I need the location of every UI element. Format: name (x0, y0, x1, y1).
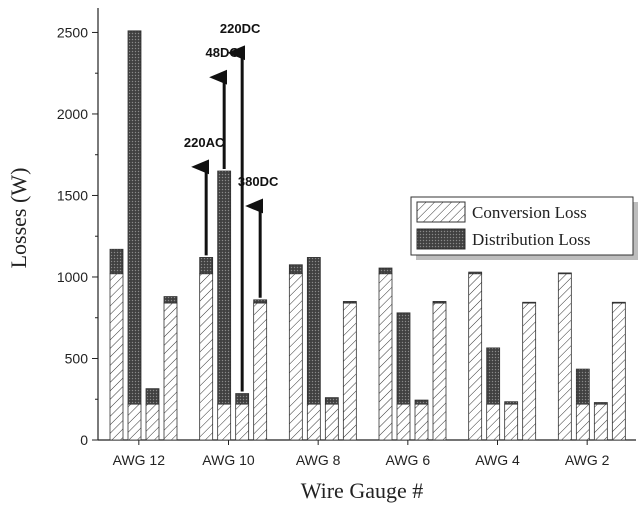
axes: 0 500 1000 1500 2000 2500 AWG 12 AWG 10 AWG 8 AWG… (57, 8, 636, 468)
x-axis-title: Wire Gauge # (301, 478, 424, 503)
x-tick-label: AWG 8 (296, 452, 341, 468)
bar-distribution-loss (253, 299, 268, 304)
y-axis-title: Losses (W) (6, 168, 31, 269)
x-tick-label: AWG 6 (386, 452, 431, 468)
bar-distribution-loss (306, 257, 321, 405)
bar-distribution-loss (468, 271, 483, 275)
bar-conversion-loss (593, 403, 608, 441)
bar-conversion-loss (468, 273, 483, 441)
bar-distribution-loss (575, 368, 590, 405)
bar-conversion-loss (522, 302, 537, 441)
y-tick-label: 500 (65, 350, 89, 366)
bar-distribution-loss (145, 388, 160, 405)
y-tick-label: 2000 (57, 106, 88, 122)
bar-distribution-loss (163, 296, 178, 304)
bar-distribution-loss (504, 401, 519, 405)
bar-conversion-loss (253, 302, 268, 441)
annotation-label: 220DC (220, 21, 261, 36)
x-tick-label: AWG 12 (113, 452, 166, 468)
y-tick-label: 1000 (57, 269, 88, 285)
y-tick-label: 2500 (57, 24, 88, 40)
legend-label-distribution: Distribution Loss (472, 230, 591, 249)
bar-distribution-loss (217, 170, 232, 405)
bar-conversion-loss (342, 302, 357, 441)
bar-conversion-loss (127, 403, 142, 441)
bar-conversion-loss (306, 403, 321, 441)
bar-distribution-loss (486, 347, 501, 405)
bar-distribution-loss (378, 267, 393, 275)
bar-distribution-loss (396, 312, 411, 405)
annotations: 220AC 48DC 220DC 380DC (184, 21, 279, 392)
bar-distribution-loss (611, 301, 626, 304)
bar-conversion-loss (504, 403, 519, 441)
legend: Conversion Loss Distribution Loss (410, 196, 638, 260)
bar-conversion-loss (145, 403, 160, 441)
bar-distribution-loss (324, 397, 339, 405)
bar-conversion-loss (575, 403, 590, 441)
bar-conversion-loss (324, 403, 339, 441)
bar-distribution-loss (235, 393, 250, 405)
bar-distribution-loss (522, 301, 537, 304)
bar-conversion-loss (432, 302, 447, 441)
bar-distribution-loss (593, 402, 608, 405)
bar-conversion-loss (288, 273, 303, 441)
bar-conversion-loss (217, 403, 232, 441)
bar-conversion-loss (414, 403, 429, 441)
bar-conversion-loss (611, 302, 626, 441)
bar-distribution-loss (414, 399, 429, 405)
bar-conversion-loss (396, 403, 411, 441)
bar-distribution-loss (342, 301, 357, 304)
annotation-label: 220AC (184, 135, 225, 150)
bar-distribution-loss (432, 301, 447, 304)
legend-swatch-distribution (416, 228, 466, 250)
bar-distribution-loss (127, 30, 142, 405)
bar-conversion-loss (378, 273, 393, 441)
bar-distribution-loss (109, 248, 124, 275)
bars (109, 30, 626, 441)
bar-distribution-loss (557, 272, 572, 275)
legend-label-conversion: Conversion Loss (472, 203, 587, 222)
annotation-label: 48DC (206, 45, 240, 60)
y-tick-label: 1500 (57, 187, 88, 203)
x-tick-label: AWG 2 (565, 452, 610, 468)
bar-conversion-loss (557, 273, 572, 441)
legend-swatch-conversion (416, 201, 466, 223)
bar-distribution-loss (288, 264, 303, 275)
x-tick-label: AWG 10 (202, 452, 255, 468)
bar-conversion-loss (486, 403, 501, 441)
bar-conversion-loss (163, 302, 178, 441)
bar-conversion-loss (235, 403, 250, 441)
bar-conversion-loss (199, 273, 214, 441)
y-tick-label: 0 (80, 432, 88, 448)
x-tick-label: AWG 4 (475, 452, 520, 468)
bar-conversion-loss (109, 273, 124, 441)
annotation-label: 380DC (238, 174, 279, 189)
bar-distribution-loss (199, 257, 214, 275)
